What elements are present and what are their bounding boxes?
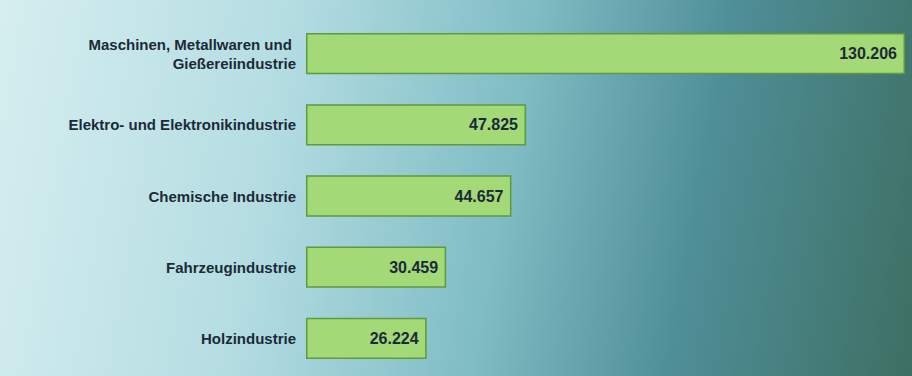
svg-text:Fahrzeugindustrie: Fahrzeugindustrie xyxy=(166,259,296,276)
svg-text:26.224: 26.224 xyxy=(370,330,419,347)
svg-text:Maschinen, Metallwaren und: Maschinen, Metallwaren und xyxy=(88,36,296,53)
svg-text:44.657: 44.657 xyxy=(455,188,504,205)
svg-text:130.206: 130.206 xyxy=(839,45,897,62)
svg-text:Chemische Industrie: Chemische Industrie xyxy=(148,188,296,205)
svg-text:30.459: 30.459 xyxy=(389,259,438,276)
svg-text:Holzindustrie: Holzindustrie xyxy=(201,330,296,347)
svg-text:47.825: 47.825 xyxy=(469,116,518,133)
svg-text:Elektro- und Elektronikindustr: Elektro- und Elektronikindustrie xyxy=(68,116,296,133)
svg-text:Gießereiindustrie: Gießereiindustrie xyxy=(173,55,296,72)
